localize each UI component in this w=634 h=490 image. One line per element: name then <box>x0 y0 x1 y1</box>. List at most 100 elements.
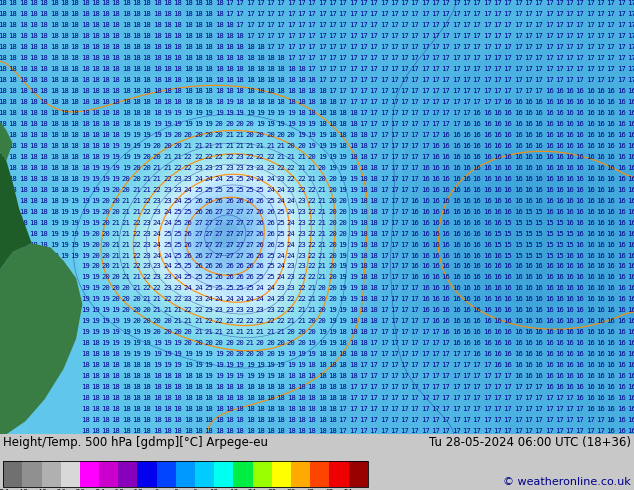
Text: 17: 17 <box>482 428 491 434</box>
Text: 18: 18 <box>245 417 254 423</box>
Text: 17: 17 <box>349 23 358 28</box>
Text: 17: 17 <box>400 23 409 28</box>
Text: 17: 17 <box>452 99 460 105</box>
Text: 23: 23 <box>256 165 264 171</box>
Text: 18: 18 <box>49 132 58 138</box>
Text: 26: 26 <box>245 198 254 204</box>
Text: 25: 25 <box>194 187 203 193</box>
Text: 18: 18 <box>339 362 347 368</box>
Text: 17: 17 <box>349 428 358 434</box>
Text: 17: 17 <box>390 362 399 368</box>
Text: 20: 20 <box>215 132 223 138</box>
Text: 17: 17 <box>545 395 553 401</box>
Text: 17: 17 <box>411 187 419 193</box>
Text: 18: 18 <box>297 384 306 390</box>
Text: 20: 20 <box>256 351 264 357</box>
Text: 21: 21 <box>287 154 295 160</box>
Text: 16: 16 <box>452 132 460 138</box>
Text: 16: 16 <box>482 154 491 160</box>
Text: 19: 19 <box>349 209 358 215</box>
Text: 16: 16 <box>431 165 440 171</box>
Text: 21: 21 <box>204 143 213 149</box>
Text: 18: 18 <box>339 384 347 390</box>
Text: 17: 17 <box>462 417 471 423</box>
Text: 16: 16 <box>607 165 615 171</box>
Text: 18: 18 <box>81 417 89 423</box>
Text: 18: 18 <box>359 329 368 335</box>
Text: 16: 16 <box>514 307 522 313</box>
Text: 19: 19 <box>174 340 182 346</box>
Text: 18: 18 <box>307 395 316 401</box>
Text: 18: 18 <box>328 406 337 412</box>
Text: 17: 17 <box>390 23 399 28</box>
Text: 20: 20 <box>266 351 275 357</box>
Text: 17: 17 <box>297 11 306 18</box>
Text: 18: 18 <box>81 154 89 160</box>
Text: 18: 18 <box>215 99 223 105</box>
Text: 19: 19 <box>60 242 68 247</box>
Text: 18: 18 <box>359 187 368 193</box>
Text: 18: 18 <box>19 165 27 171</box>
Text: 17: 17 <box>462 362 471 368</box>
Text: 17: 17 <box>493 55 501 61</box>
Text: 16: 16 <box>472 296 481 302</box>
Text: 21: 21 <box>122 274 131 280</box>
Text: 18: 18 <box>81 33 89 39</box>
Text: 18: 18 <box>163 77 172 83</box>
Text: 17: 17 <box>431 110 440 116</box>
Text: 17: 17 <box>390 11 399 18</box>
Text: 18: 18 <box>122 373 131 379</box>
Text: 16: 16 <box>524 329 533 335</box>
Text: 18: 18 <box>19 77 27 83</box>
Text: 16: 16 <box>617 285 626 292</box>
Text: 18: 18 <box>256 66 264 72</box>
Text: 24: 24 <box>256 296 264 302</box>
Text: 15: 15 <box>545 231 553 237</box>
Text: 19: 19 <box>60 209 68 215</box>
Text: 16: 16 <box>534 132 543 138</box>
Text: 17: 17 <box>390 143 399 149</box>
Text: 17: 17 <box>400 242 409 247</box>
Text: 18: 18 <box>29 44 38 50</box>
Text: 21: 21 <box>174 154 182 160</box>
Text: 21: 21 <box>122 198 131 204</box>
Text: 18: 18 <box>235 44 244 50</box>
Text: 16: 16 <box>607 231 615 237</box>
Text: 18: 18 <box>215 384 223 390</box>
Text: 18: 18 <box>91 406 100 412</box>
Text: 18: 18 <box>215 55 223 61</box>
Bar <box>252 461 272 487</box>
Text: 18: 18 <box>29 242 38 247</box>
Text: 17: 17 <box>545 406 553 412</box>
Text: 26: 26 <box>266 220 275 225</box>
Text: 19: 19 <box>133 143 141 149</box>
Text: 17: 17 <box>411 384 419 390</box>
Text: 21: 21 <box>287 318 295 324</box>
Text: 20: 20 <box>318 176 327 182</box>
Text: 18: 18 <box>8 252 17 259</box>
Text: 16: 16 <box>431 176 440 182</box>
Text: 19: 19 <box>153 121 162 127</box>
Text: 26: 26 <box>256 209 264 215</box>
Text: 17: 17 <box>307 66 316 72</box>
Text: 17: 17 <box>452 0 460 6</box>
Text: 18: 18 <box>91 428 100 434</box>
Text: 16: 16 <box>503 187 512 193</box>
Text: 16: 16 <box>514 132 522 138</box>
Text: 16: 16 <box>524 154 533 160</box>
Text: 20: 20 <box>328 296 337 302</box>
Text: 18: 18 <box>359 274 368 280</box>
Text: 16: 16 <box>482 296 491 302</box>
Text: 18: 18 <box>49 99 58 105</box>
Text: 19: 19 <box>133 132 141 138</box>
Text: 16: 16 <box>607 384 615 390</box>
Text: 16: 16 <box>607 99 615 105</box>
Text: 19: 19 <box>307 340 316 346</box>
Text: 17: 17 <box>339 11 347 18</box>
Text: 16: 16 <box>482 264 491 270</box>
Text: 17: 17 <box>441 44 450 50</box>
Text: 15: 15 <box>545 242 553 247</box>
Text: 17: 17 <box>545 44 553 50</box>
Text: 17: 17 <box>359 417 368 423</box>
Text: 16: 16 <box>627 154 634 160</box>
